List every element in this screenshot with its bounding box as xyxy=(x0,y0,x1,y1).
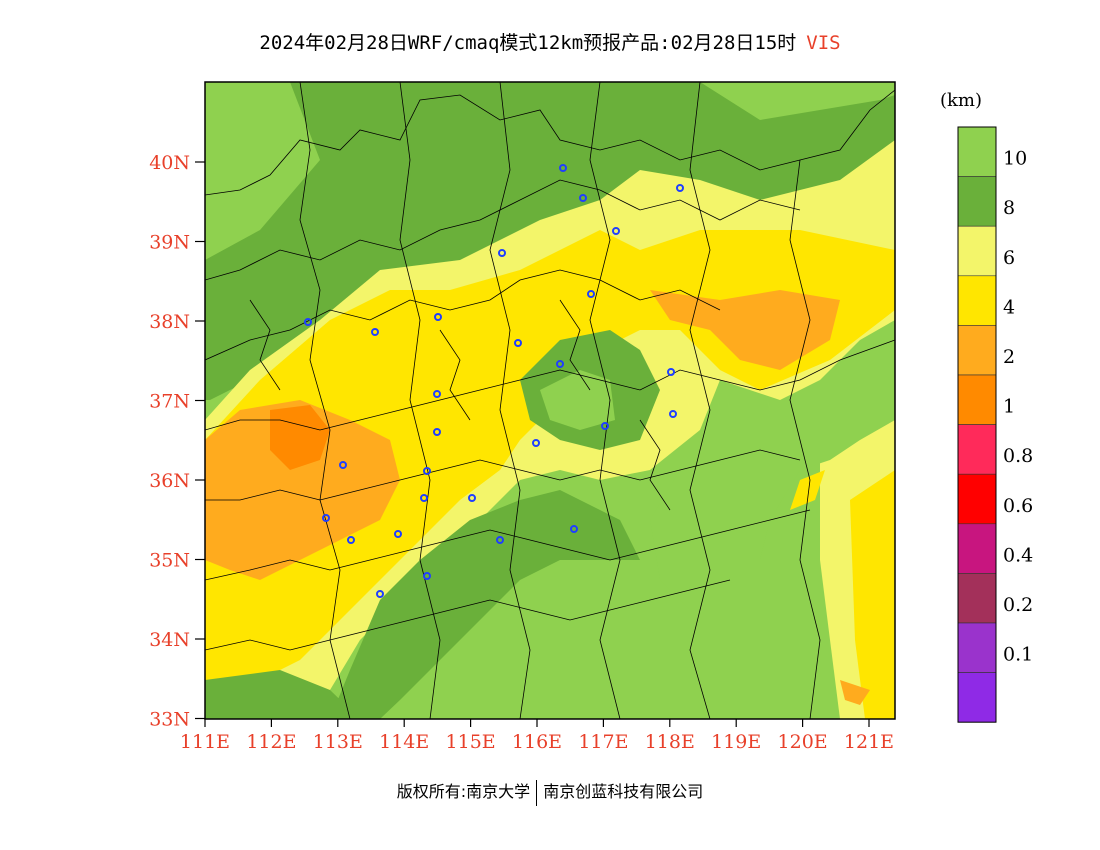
blue-circle-icon xyxy=(433,390,441,398)
lon-tick-label: 113E xyxy=(313,731,363,753)
legend-swatch xyxy=(957,523,997,574)
legend-label: 0.6 xyxy=(1003,495,1033,517)
admin-boundaries xyxy=(205,82,895,719)
title-main: 2024年02月28日WRF/cmaq模式12km预报产品:02月28日15时 xyxy=(259,32,797,54)
field-yellow-coast xyxy=(850,470,895,719)
blue-circle-icon xyxy=(669,410,677,418)
blue-circle-icon xyxy=(559,164,567,172)
station-markers xyxy=(304,164,684,598)
legend-swatch xyxy=(957,473,997,525)
blue-circle-icon xyxy=(468,494,476,502)
blue-circle-icon xyxy=(570,525,578,533)
legend-swatch xyxy=(957,672,997,723)
lon-tick-label: 116E xyxy=(512,731,562,753)
blue-circle-icon xyxy=(667,368,675,376)
blue-circle-icon xyxy=(339,461,347,469)
blue-circle-icon xyxy=(347,536,355,544)
blue-circle-icon xyxy=(394,530,402,538)
legend-swatch xyxy=(957,424,997,475)
legend-swatch xyxy=(957,275,997,326)
field-orange-east xyxy=(650,290,840,370)
legend-swatch xyxy=(957,176,997,227)
field-orange-west xyxy=(205,400,400,580)
lat-tick-label: 37N xyxy=(149,391,190,413)
blue-circle-icon xyxy=(304,318,312,326)
blue-circle-icon xyxy=(434,313,442,321)
footer-right: 南京创蓝科技有限公司 xyxy=(543,782,704,801)
legend-swatch xyxy=(957,622,997,673)
blue-circle-icon xyxy=(579,194,587,202)
lon-tick-label: 121E xyxy=(844,731,894,753)
field-dark-green-south xyxy=(330,490,640,719)
lat-tick-label: 35N xyxy=(149,550,190,572)
blue-circle-icon xyxy=(498,249,506,257)
legend-swatch xyxy=(957,225,997,277)
legend-unit: (km) xyxy=(940,90,983,111)
field-green-east xyxy=(650,320,895,620)
blue-circle-icon xyxy=(514,339,522,347)
lat-tick-label: 34N xyxy=(149,629,190,651)
lat-tick-label: 39N xyxy=(149,232,190,254)
legend-frame xyxy=(957,126,997,723)
blue-circle-icon xyxy=(532,439,540,447)
lat-tick-label: 38N xyxy=(149,311,190,333)
lon-tick-label: 117E xyxy=(578,731,628,753)
blue-circle-icon xyxy=(433,428,441,436)
blue-circle-icon xyxy=(601,422,609,430)
blue-circle-icon xyxy=(322,514,330,522)
legend-label: 10 xyxy=(1003,148,1027,170)
field-orange-coast-patch xyxy=(840,680,870,705)
legend-label: 1 xyxy=(1003,396,1015,418)
field-yellow xyxy=(205,230,895,690)
footer-copyright: 版权所有:南京大学 南京创蓝科技有限公司 xyxy=(0,778,1100,806)
blue-circle-icon xyxy=(420,494,428,502)
legend-label: 0.2 xyxy=(1003,594,1033,616)
legend-swatch xyxy=(957,573,997,624)
legend-swatch xyxy=(957,325,997,376)
legend-swatch xyxy=(957,126,997,177)
lon-tick-label: 120E xyxy=(778,731,828,753)
blue-circle-icon xyxy=(371,328,379,336)
blue-circle-icon xyxy=(423,572,431,580)
lon-tick-label: 112E xyxy=(246,731,296,753)
lat-tick-label: 40N xyxy=(149,152,190,174)
legend-label: 8 xyxy=(1003,197,1015,219)
footer-left: 版权所有:南京大学 xyxy=(396,782,531,801)
blue-circle-icon xyxy=(376,590,384,598)
legend-label: 0.1 xyxy=(1003,644,1033,666)
lon-tick-label: 118E xyxy=(645,731,695,753)
legend-label: 0.4 xyxy=(1003,544,1033,566)
lon-tick-label: 115E xyxy=(446,731,496,753)
legend-label: 6 xyxy=(1003,247,1015,269)
lon-tick-label: 111E xyxy=(180,731,230,753)
field-dark-green-southwest xyxy=(205,670,360,719)
legend-swatch xyxy=(957,374,997,425)
footer-divider xyxy=(536,779,538,806)
visibility-field xyxy=(205,82,895,719)
legend-label: 4 xyxy=(1003,296,1015,318)
blue-circle-icon xyxy=(556,360,564,368)
blue-circle-icon xyxy=(612,227,620,235)
lat-tick-label: 33N xyxy=(149,709,190,731)
lon-tick-label: 119E xyxy=(711,731,761,753)
field-green-central xyxy=(540,370,615,430)
title-variable: VIS xyxy=(806,32,841,54)
map-title: 2024年02月28日WRF/cmaq模式12km预报产品:02月28日15时 V… xyxy=(0,28,1100,55)
legend-label: 2 xyxy=(1003,346,1015,368)
blue-circle-icon xyxy=(496,536,504,544)
legend-colorbar: 10 8 6 4 2 1 0.8 0.6 0.4 0.2 0.1 xyxy=(957,126,1033,723)
lon-tick-label: 114E xyxy=(379,731,429,753)
latitude-axis: 40N 39N 38N 37N 36N 35N 34N 33N xyxy=(149,152,205,731)
legend-label: 0.8 xyxy=(1003,445,1033,467)
blue-circle-icon xyxy=(676,184,684,192)
blue-circle-icon xyxy=(587,290,595,298)
longitude-axis: 111E 112E 113E 114E 115E 116E 117E 118E 119E 120E… xyxy=(180,719,894,753)
field-yellow-coast-patch xyxy=(790,470,825,510)
blue-circle-icon xyxy=(423,467,431,475)
lat-tick-label: 36N xyxy=(149,470,190,492)
